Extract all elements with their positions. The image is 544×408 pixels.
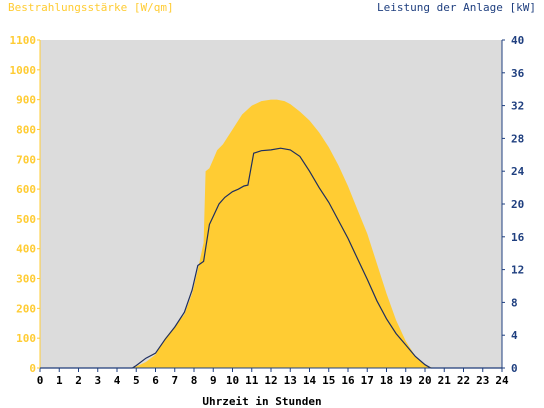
x-tick-label: 4	[114, 374, 121, 387]
x-tick-label: 23	[476, 374, 489, 387]
x-tick-label: 20	[418, 374, 431, 387]
x-tick-label: 5	[133, 374, 140, 387]
x-tick-label: 3	[94, 374, 101, 387]
right-axis-title: Leistung der Anlage [kW]	[377, 1, 536, 14]
y-left-tick-label: 500	[16, 213, 36, 226]
x-tick-label: 11	[245, 374, 259, 387]
x-tick-label: 0	[37, 374, 44, 387]
x-tick-label: 10	[226, 374, 239, 387]
x-tick-label: 24	[495, 374, 509, 387]
y-left-tick-label: 800	[16, 123, 36, 136]
y-left-tick-label: 600	[16, 183, 36, 196]
x-axis-title: Uhrzeit in Stunden	[202, 395, 321, 408]
y-right-tick-label: 16	[511, 231, 525, 244]
x-tick-label: 1	[56, 374, 63, 387]
x-tick-label: 15	[322, 374, 335, 387]
y-left-tick-label: 1000	[10, 64, 37, 77]
y-right-tick-label: 24	[511, 165, 525, 178]
x-tick-label: 7	[171, 374, 178, 387]
y-right-tick-label: 0	[511, 362, 518, 375]
y-right-tick-label: 36	[511, 67, 525, 80]
x-tick-label: 12	[264, 374, 277, 387]
x-tick-label: 13	[284, 374, 297, 387]
x-tick-label: 16	[341, 374, 355, 387]
x-tick-label: 19	[399, 374, 412, 387]
y-left-tick-group: 0 100 200 300 400 500 600 700 800 900 1000 1100	[10, 34, 40, 375]
y-left-tick-label: 400	[16, 243, 36, 256]
y-left-tick-label: 900	[16, 94, 36, 107]
left-axis-title: Bestrahlungsstärke [W/qm]	[8, 1, 174, 14]
y-right-tick-group: 0 4 8 12 16 20 24 28 32 36 40	[502, 34, 525, 375]
x-tick-label: 22	[457, 374, 470, 387]
y-left-tick-label: 1100	[10, 34, 37, 47]
x-tick-label: 2	[75, 374, 82, 387]
x-tick-group: 0 1 2 3 4 5 6 7 8 9 10 11 12 13 14 15 16 17 18 19 20 21 22 23 24	[37, 368, 509, 387]
y-right-tick-label: 28	[511, 132, 524, 145]
x-tick-label: 18	[380, 374, 393, 387]
x-tick-label: 14	[303, 374, 317, 387]
y-right-tick-label: 12	[511, 264, 524, 277]
y-right-tick-label: 8	[511, 296, 518, 309]
y-left-tick-label: 700	[16, 153, 36, 166]
x-tick-label: 21	[438, 374, 452, 387]
y-left-tick-label: 300	[16, 273, 36, 286]
irradiance-area	[40, 99, 502, 368]
y-left-tick-label: 0	[29, 362, 36, 375]
y-left-tick-label: 200	[16, 302, 36, 315]
y-left-tick-label: 100	[16, 332, 36, 345]
x-tick-label: 6	[152, 374, 159, 387]
x-tick-label: 8	[191, 374, 198, 387]
y-right-tick-label: 40	[511, 34, 524, 47]
y-right-tick-label: 32	[511, 100, 524, 113]
x-tick-label: 17	[361, 374, 374, 387]
y-right-tick-label: 20	[511, 198, 524, 211]
y-right-tick-label: 4	[511, 329, 518, 342]
power-line	[40, 147, 502, 369]
x-tick-label: 9	[210, 374, 217, 387]
